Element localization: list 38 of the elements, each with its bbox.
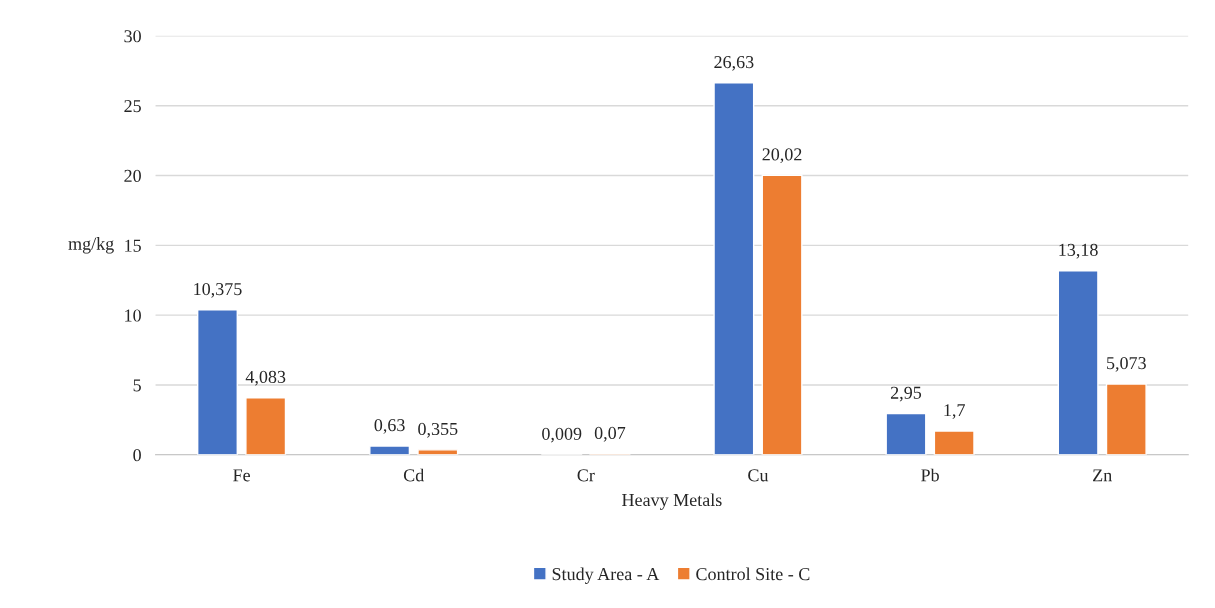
- bar: [1057, 270, 1099, 455]
- x-tick-label: Cr: [577, 469, 595, 482]
- bar: [885, 412, 927, 455]
- bar: [245, 397, 287, 455]
- y-axis-title: mg/kg: [68, 237, 114, 254]
- data-label: 26,63: [714, 56, 754, 71]
- legend-label: Control Site - C: [696, 567, 810, 581]
- bar: [196, 309, 238, 455]
- data-label: 2,95: [890, 386, 922, 402]
- y-tick-label: 5: [133, 379, 141, 392]
- x-tick-label: Cu: [748, 469, 769, 482]
- bar: [933, 430, 975, 455]
- data-label: 5,073: [1107, 356, 1146, 372]
- data-label: 13,18: [1059, 243, 1098, 259]
- bar: [761, 174, 803, 455]
- data-label: 0,07: [594, 426, 626, 442]
- data-label: 10,375: [194, 282, 242, 298]
- data-label: 20,02: [762, 148, 802, 164]
- data-label: 0,63: [374, 419, 405, 434]
- y-tick-label: 25: [124, 100, 141, 113]
- x-axis-title: Heavy Metals: [622, 493, 722, 510]
- data-label: 0,009: [542, 427, 582, 443]
- bar: [713, 82, 755, 455]
- data-label: 1,7: [944, 404, 965, 419]
- y-tick-label: 30: [124, 30, 141, 43]
- x-tick-label: Pb: [921, 468, 939, 482]
- legend-label: Study Area - A: [552, 567, 660, 584]
- x-tick-label: Zn: [1093, 469, 1112, 482]
- y-tick-label: 15: [125, 239, 141, 252]
- y-tick-label: 0: [133, 449, 141, 462]
- x-tick-label: Cd: [403, 468, 425, 482]
- data-label: 4,083: [245, 370, 286, 386]
- y-tick-label: 10: [125, 309, 141, 322]
- bar: [369, 445, 411, 455]
- bar: [1105, 383, 1147, 455]
- y-tick-label: 20: [124, 169, 141, 182]
- x-tick-label: Fe: [233, 469, 250, 482]
- data-label: 0,355: [418, 422, 458, 438]
